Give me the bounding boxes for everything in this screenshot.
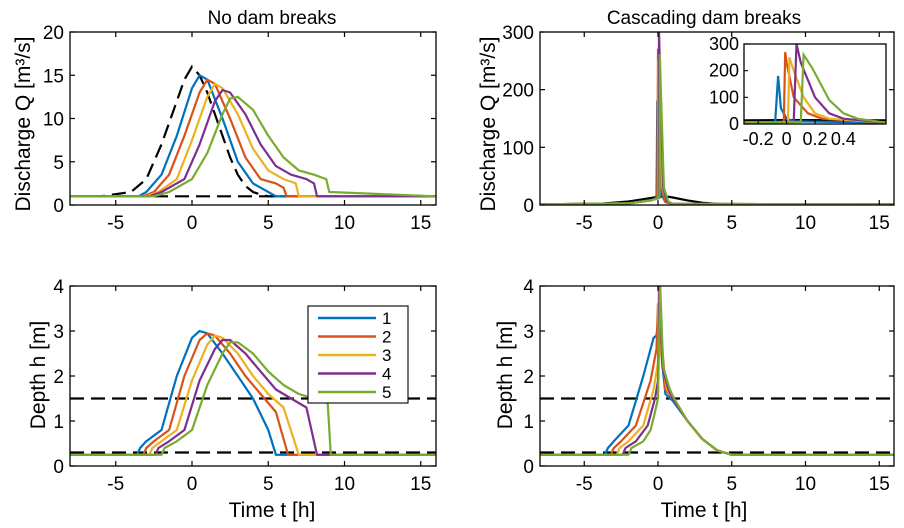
y-tick-label-1: 0 [523, 196, 534, 217]
ylabel-bl: Depth h [m] [27, 321, 50, 430]
series-4-line-0 [70, 88, 436, 198]
x-tick-label-3: -5 [576, 474, 593, 495]
x-tick-label-0: 15 [410, 213, 431, 234]
x-tick-label-1: 5 [726, 213, 737, 234]
series-1-line-3 [540, 320, 894, 456]
series-3-line-3 [540, 286, 894, 456]
inset-x-tick-label: 0 [782, 129, 792, 149]
y-tick-label-2: 4 [53, 277, 64, 298]
series-5-line-1 [540, 54, 894, 205]
x-tick-label-2: 0 [187, 474, 198, 495]
inset-x-tick-label: 0.2 [802, 129, 827, 149]
panel-3: -5 0 5 10 15 0 1 2 3 4 [523, 277, 895, 495]
inset-x-tick-label: 0.4 [831, 129, 856, 149]
y-tick-label-0: 15 [43, 66, 64, 87]
series-3-line-0 [70, 82, 436, 198]
x-tick-label-0: 10 [334, 213, 355, 234]
axes-frame-1 [539, 31, 895, 206]
x-tick-label-0: 5 [263, 213, 274, 234]
inset-series-3-line [744, 56, 886, 124]
ylabel-tr: Discharge Q [m³/s] [477, 36, 500, 211]
y-tick-label-2: 2 [53, 367, 64, 388]
x-tick-label-2: -5 [107, 474, 124, 495]
legend-label-1: 1 [382, 309, 391, 328]
x-tick-label-1: 0 [653, 213, 664, 234]
series-4-line-3 [540, 286, 894, 456]
inset-series-2-line [744, 51, 886, 124]
x-tick-label-2: 15 [410, 474, 431, 495]
xlabel-bl: Time t [h] [229, 499, 316, 522]
panel-0: -5 0 5 10 15 0 5 10 15 20 [43, 23, 437, 234]
series-2-line-0 [70, 78, 436, 198]
legend-label-4: 4 [382, 365, 391, 384]
y-tick-label-1: 300 [502, 23, 534, 44]
y-tick-label-3: 0 [523, 457, 534, 478]
x-tick-label-0: -5 [107, 213, 124, 234]
x-tick-label-2: 10 [334, 474, 355, 495]
axes-frame-0 [69, 31, 437, 206]
legend-label-5: 5 [382, 383, 391, 402]
y-tick-label-2: 1 [53, 412, 64, 433]
y-tick-label-2: 3 [53, 322, 64, 343]
y-tick-label-1: 100 [502, 138, 534, 159]
ylabel-br: Depth h [m] [494, 321, 517, 430]
series-5-line-0 [70, 95, 436, 198]
y-tick-label-0: 20 [43, 23, 64, 44]
xlabel-br: Time t [h] [661, 499, 748, 522]
y-tick-label-0: 5 [53, 153, 64, 174]
title-right: Cascading dam breaks [607, 8, 801, 29]
inset-series-4-line [744, 44, 886, 124]
inset-y-tick-label: 200 [709, 61, 739, 81]
y-tick-label-0: 10 [43, 110, 64, 131]
ylabel-tl: Discharge Q [m³/s] [12, 36, 35, 211]
series-3-line-2 [70, 334, 436, 456]
y-tick-label-3: 3 [523, 322, 534, 343]
y-tick-label-1: 200 [502, 81, 534, 102]
x-tick-label-1: 15 [869, 213, 890, 234]
legend-label-3: 3 [382, 346, 391, 365]
inset-series-5-line [744, 51, 886, 124]
x-tick-label-3: 0 [653, 474, 664, 495]
x-tick-label-1: 10 [795, 213, 816, 234]
series-5-line-3 [540, 286, 894, 456]
series-2-line-3 [540, 302, 894, 456]
x-tick-label-2: 5 [263, 474, 274, 495]
series-1-line-0 [70, 74, 436, 198]
inset-x-tick-label: -0.2 [743, 129, 774, 149]
series-4-line-2 [70, 338, 436, 456]
inset-y-tick-label: 300 [709, 34, 739, 54]
x-tick-label-3: 5 [726, 474, 737, 495]
x-tick-label-1: -5 [576, 213, 593, 234]
legend-label-2: 2 [382, 328, 391, 347]
series-1-line-2 [70, 329, 436, 456]
series-2-line-2 [70, 332, 436, 456]
y-tick-label-2: 0 [53, 457, 64, 478]
y-tick-label-3: 2 [523, 367, 534, 388]
axes-frame-3 [539, 285, 895, 467]
inset-y-tick-label: 100 [709, 87, 739, 107]
y-tick-label-0: 0 [53, 196, 64, 217]
y-tick-label-3: 1 [523, 412, 534, 433]
x-tick-label-3: 10 [795, 474, 816, 495]
y-tick-label-3: 4 [523, 277, 534, 298]
x-tick-label-3: 15 [869, 474, 890, 495]
title-left: No dam breaks [208, 8, 337, 29]
x-tick-label-0: 0 [187, 213, 198, 234]
inset-y-tick-label: 0 [729, 114, 739, 134]
